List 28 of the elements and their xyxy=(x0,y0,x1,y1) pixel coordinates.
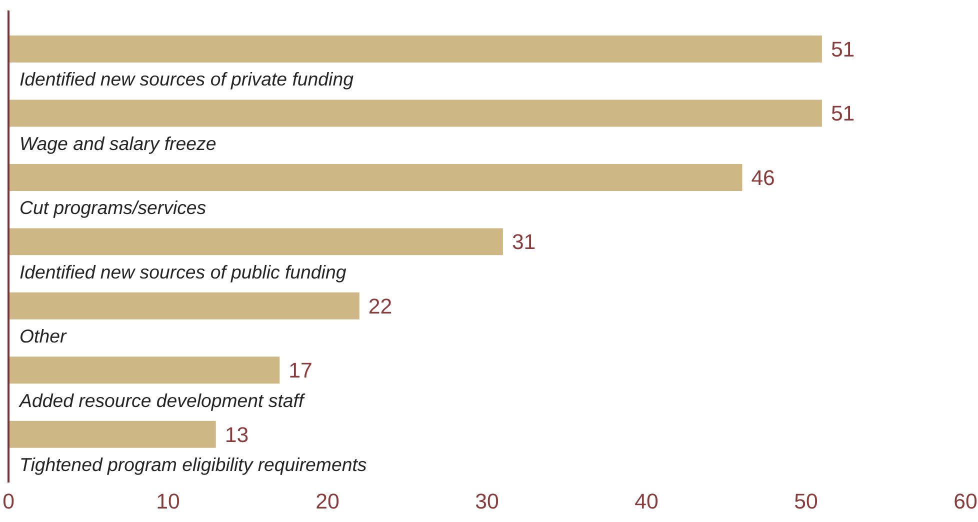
y-tick-label: Identified new sources of private funding xyxy=(20,68,354,90)
x-tick-label: 50 xyxy=(794,490,818,514)
bar xyxy=(8,420,216,448)
y-tick-label: Identified new sources of public funding xyxy=(20,261,347,282)
data-label: 31 xyxy=(512,230,536,254)
bar xyxy=(8,100,822,127)
x-tick-label: 20 xyxy=(316,490,340,514)
bar xyxy=(8,228,503,256)
bar xyxy=(8,292,360,320)
data-label: 51 xyxy=(830,38,855,62)
data-label: 51 xyxy=(830,102,855,126)
y-tick-label: Tightened program eligibility requirements xyxy=(20,454,367,476)
data-label: 17 xyxy=(288,358,312,383)
bar xyxy=(8,356,280,384)
bar xyxy=(8,164,742,191)
data-label: 13 xyxy=(224,422,249,447)
x-tick-label: 30 xyxy=(475,490,499,514)
data-label: 22 xyxy=(368,294,392,318)
bar xyxy=(8,36,822,63)
x-tick-label: 40 xyxy=(634,490,658,514)
y-tick-label: Cut programs/services xyxy=(20,197,206,218)
y-tick-label: Added resource development staff xyxy=(18,390,306,411)
y-tick-label: Other xyxy=(20,326,67,347)
x-tick-label: 10 xyxy=(156,490,180,514)
x-tick-label: 0 xyxy=(2,490,15,514)
data-label: 46 xyxy=(751,166,775,190)
x-tick-label: 60 xyxy=(954,490,978,514)
y-tick-label: Wage and salary freeze xyxy=(20,132,216,154)
